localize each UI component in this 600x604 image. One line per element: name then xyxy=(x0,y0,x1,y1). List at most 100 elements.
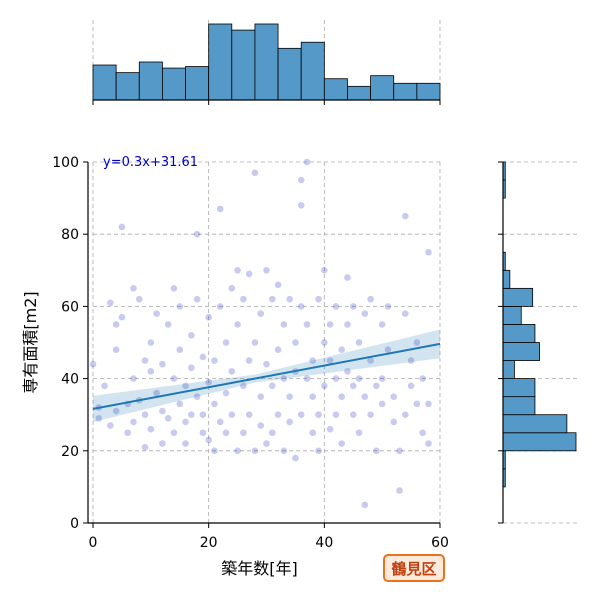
scatter-point xyxy=(367,357,374,364)
hist-x-bar xyxy=(277,47,302,101)
scatter-point xyxy=(159,360,166,368)
scatter-point xyxy=(326,357,334,364)
scatter-point xyxy=(245,357,253,364)
hist-y-bar xyxy=(502,360,515,379)
scatter-point xyxy=(263,267,270,274)
y-tick-label: 100 xyxy=(52,155,79,171)
x-tick-label: 60 xyxy=(431,535,449,551)
scatter-point xyxy=(124,429,131,437)
scatter-point xyxy=(176,400,184,408)
ward-badge: 鶴見区 xyxy=(383,554,445,582)
scatter-point xyxy=(309,393,317,400)
scatter-point xyxy=(309,429,317,437)
scatter-point xyxy=(413,400,421,408)
scatter-point xyxy=(159,407,166,415)
scatter-point xyxy=(193,230,201,238)
scatter-point xyxy=(188,364,195,372)
scatter-point xyxy=(176,303,184,310)
scatter-point xyxy=(89,360,97,368)
scatter-point xyxy=(164,321,172,328)
scatter-point xyxy=(274,346,282,354)
scatter-point xyxy=(326,425,334,433)
scatter-point xyxy=(321,382,328,390)
scatter-point xyxy=(378,375,386,382)
scatter-point xyxy=(135,295,143,303)
y-tick-label: 60 xyxy=(61,299,79,315)
scatter-point xyxy=(297,176,305,184)
scatter-point xyxy=(251,339,259,346)
scatter-point xyxy=(234,267,241,274)
hist-x-bar xyxy=(92,64,117,101)
scatter-point xyxy=(297,303,305,310)
scatter-point xyxy=(315,447,322,455)
hist-x-bar xyxy=(416,82,441,101)
hist-x-bar xyxy=(347,85,372,101)
scatter-point xyxy=(390,418,398,426)
regression-line xyxy=(92,342,441,410)
scatter-point xyxy=(251,447,259,455)
hist-y-bar xyxy=(502,396,536,416)
scatter-point xyxy=(338,440,345,447)
y-tick-label: 20 xyxy=(61,444,79,460)
hist-x-bar xyxy=(208,23,233,101)
scatter-point xyxy=(292,454,299,462)
scatter-point xyxy=(326,321,334,328)
scatter-point xyxy=(349,303,357,310)
scatter-point xyxy=(332,303,340,310)
scatter-point xyxy=(240,429,247,437)
scatter-point xyxy=(425,248,432,256)
scatter-point xyxy=(170,285,178,292)
scatter-point xyxy=(355,375,363,382)
scatter-point xyxy=(199,429,207,437)
hist-y-bar xyxy=(502,305,522,325)
hist-y-bar xyxy=(502,287,534,307)
scatter-point xyxy=(402,212,409,220)
y-axis-label: 専有面積[m2] xyxy=(21,291,40,393)
scatter-point xyxy=(361,501,369,509)
scatter-point xyxy=(211,357,218,364)
scatter-point xyxy=(321,339,328,346)
scatter-point xyxy=(118,223,126,231)
scatter-point xyxy=(216,303,224,310)
scatter-point xyxy=(303,375,311,382)
hist-x-bar xyxy=(161,67,186,101)
scatter-point xyxy=(396,487,403,494)
scatter-point xyxy=(274,411,282,419)
scatter-point xyxy=(211,447,218,455)
scatter-point xyxy=(193,393,201,400)
scatter-point xyxy=(419,429,426,437)
scatter-point xyxy=(378,321,386,328)
scatter-point xyxy=(349,382,357,390)
scatter-point xyxy=(309,357,317,364)
scatter-point xyxy=(188,411,195,419)
scatter-point xyxy=(297,202,305,209)
scatter-point xyxy=(228,368,236,375)
scatter-point xyxy=(355,339,363,346)
scatter-point xyxy=(297,411,305,419)
hist-y-bar xyxy=(502,378,536,398)
scatter-point xyxy=(338,393,345,400)
scatter-point xyxy=(274,281,282,289)
scatter-point xyxy=(245,411,253,419)
hist-y-bar xyxy=(502,414,568,434)
scatter-point xyxy=(141,411,149,419)
scatter-point xyxy=(234,321,241,328)
scatter-point xyxy=(188,331,195,339)
hist-x-bar xyxy=(185,66,210,101)
x-axis-label: 築年数[年] xyxy=(221,559,298,578)
scatter-point xyxy=(338,346,345,354)
scatter-point xyxy=(182,382,189,390)
hist-x-bar xyxy=(138,61,163,101)
scatter-point xyxy=(268,382,276,390)
scatter-point xyxy=(176,346,184,354)
scatter-point xyxy=(332,375,340,382)
scatter-point xyxy=(413,339,421,346)
scatter-point xyxy=(344,368,351,375)
scatter-point xyxy=(321,267,328,274)
scatter-point xyxy=(107,299,114,307)
x-tick-label: 40 xyxy=(315,535,333,551)
scatter-point xyxy=(292,339,299,346)
scatter-point xyxy=(170,429,178,437)
